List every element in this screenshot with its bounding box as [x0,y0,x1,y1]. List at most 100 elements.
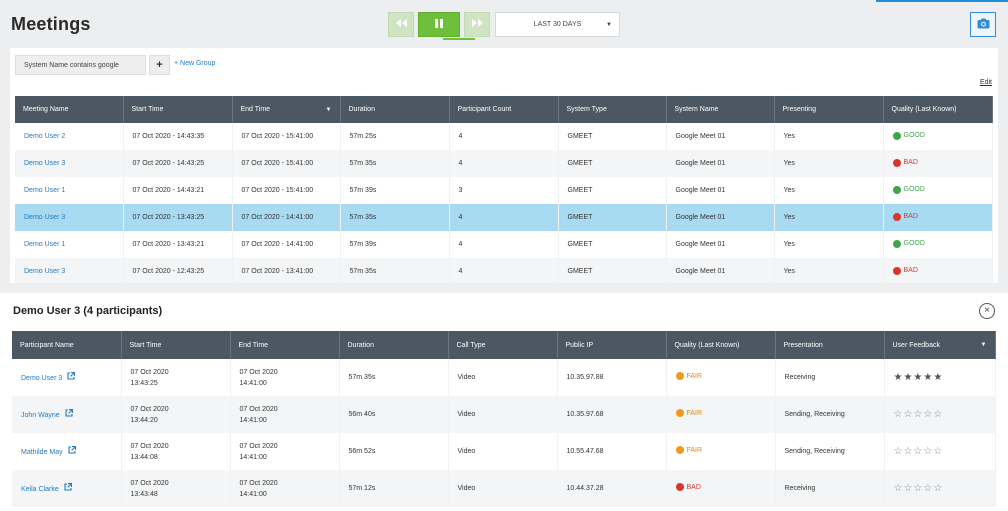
presentation-cell: Receiving [775,359,885,396]
col-system-type[interactable]: System Type [558,96,667,123]
col-p-quality[interactable]: Quality (Last Known) [666,331,776,359]
participant-count-cell: 4 [449,231,559,258]
start-time-cell: 07 Oct 2020 - 14:43:25 [123,150,233,177]
quality-badge: GOOD [892,239,925,248]
pause-button[interactable] [418,12,460,37]
meeting-name-cell[interactable]: Demo User 1 [15,231,124,258]
system-type-cell: GMEET [558,177,667,204]
table-row[interactable]: Demo User 3 07 Oct 2020 - 12:43:25 07 Oct … [15,258,993,283]
edit-link[interactable]: Edit [979,79,992,86]
meeting-name-link[interactable]: Demo User 2 [24,133,66,140]
page-title: Meetings [11,14,91,34]
duration-cell: 57m 35s [339,359,449,396]
sort-desc-icon: ▼ [980,342,987,348]
participant-name-cell[interactable]: John Wayne [12,396,122,433]
star-rating-icon: ★★★★★ [893,371,944,383]
col-p-end-time[interactable]: End Time [230,331,340,359]
col-participant-count[interactable]: Participant Count [449,96,559,123]
meeting-name-cell[interactable]: Demo User 1 [15,177,124,204]
participant-name-cell[interactable]: Demo User 3 [12,359,122,396]
call-type-cell: Video [448,359,558,396]
table-row[interactable]: Demo User 2 07 Oct 2020 - 14:43:35 07 Oct … [15,123,993,150]
col-start-time[interactable]: Start Time [123,96,233,123]
col-presentation[interactable]: Presentation [775,331,885,359]
new-group-link[interactable]: + New Group [174,60,216,67]
quality-label: BAD [903,159,918,166]
table-row[interactable]: John Wayne 07 Oct 2020 13:44:20 07 Oct 2020… [12,396,996,433]
add-filter-button[interactable]: + [149,55,170,75]
meeting-name-link[interactable]: Demo User 1 [24,187,66,194]
quality-cell: GOOD [883,177,993,204]
snapshot-button[interactable] [970,12,996,37]
duration-cell: 57m 12s [339,470,449,507]
col-call-type[interactable]: Call Type [448,331,558,359]
external-link-icon[interactable] [68,445,76,458]
col-system-name[interactable]: System Name [666,96,775,123]
close-button[interactable]: × [979,303,995,319]
table-row[interactable]: Mathilde May 07 Oct 2020 13:44:08 07 Oct 20… [12,433,996,470]
external-link-icon[interactable] [65,408,73,421]
external-link-icon[interactable] [67,371,76,384]
playback-controls [388,12,490,37]
col-meeting-name[interactable]: Meeting Name [15,96,124,123]
col-end-time[interactable]: End Time ▼ [232,96,341,123]
meeting-name-link[interactable]: Demo User 3 [24,214,66,221]
system-type-cell: GMEET [558,258,667,283]
duration-cell: 57m 39s [340,231,450,258]
meetings-header-row: Meeting Name Start Time End Time ▼ Durati… [15,96,993,123]
meeting-name-cell[interactable]: Demo User 3 [15,204,124,231]
table-row[interactable]: Demo User 1 07 Oct 2020 - 14:43:21 07 Oct … [15,177,993,204]
star-rating-icon: ☆☆☆☆☆ [893,445,944,457]
col-presenting[interactable]: Presenting [774,96,884,123]
quality-badge: BAD [892,212,918,221]
col-user-feedback-label: User Feedback [892,341,940,349]
participant-count-cell: 4 [449,123,559,150]
call-type-cell: Video [448,433,558,470]
col-public-ip[interactable]: Public IP [557,331,667,359]
table-row[interactable]: Keila Clarke 07 Oct 2020 13:43:48 07 Oct 20… [12,470,996,507]
duration-cell: 57m 35s [340,150,450,177]
participant-name-link[interactable]: John Wayne [21,411,60,419]
quality-label: BAD [903,267,918,274]
quality-badge: FAIR [675,445,702,456]
start-time-cell: 07 Oct 2020 13:43:25 [121,359,231,396]
quality-badge: BAD [892,266,918,275]
participant-name-cell[interactable]: Keila Clarke [12,470,122,507]
end-date: 07 Oct 2020 [239,442,278,450]
rewind-icon [395,19,407,30]
col-p-start-time[interactable]: Start Time [121,331,231,359]
end-date: 07 Oct 2020 [239,368,278,376]
end-time-cell: 07 Oct 2020 14:41:00 [230,396,340,433]
meeting-name-link[interactable]: Demo User 1 [24,241,66,248]
quality-label: GOOD [903,240,925,247]
table-row[interactable]: Demo User 3 07 Oct 2020 - 14:43:25 07 Oct … [15,150,993,177]
col-participant-name[interactable]: Participant Name [12,331,122,359]
system-type-cell: GMEET [558,150,667,177]
duration-cell: 56m 40s [339,396,449,433]
participant-name-link[interactable]: Mathilde May [21,448,63,456]
participant-name-link[interactable]: Demo User 3 [21,374,63,382]
col-quality[interactable]: Quality (Last Known) [883,96,993,123]
quality-label: BAD [903,213,918,220]
meeting-name-link[interactable]: Demo User 3 [24,268,66,275]
rewind-button[interactable] [388,12,414,37]
col-user-feedback[interactable]: User Feedback ▼ [884,331,996,359]
meeting-name-cell[interactable]: Demo User 2 [15,123,124,150]
date-range-select[interactable]: LAST 30 DAYS ▼ [495,12,620,37]
participant-name-cell[interactable]: Mathilde May [12,433,122,470]
table-row[interactable]: Demo User 3 07 Oct 2020 13:43:25 07 Oct 202… [12,359,996,396]
participant-name-link[interactable]: Keila Clarke [21,485,59,493]
filter-chip[interactable]: System Name contains google [15,55,146,75]
col-p-duration[interactable]: Duration [339,331,449,359]
meeting-name-cell[interactable]: Demo User 3 [15,258,124,283]
meeting-name-cell[interactable]: Demo User 3 [15,150,124,177]
quality-cell: FAIR [666,396,776,433]
meeting-name-link[interactable]: Demo User 3 [24,160,66,167]
fast-forward-button[interactable] [464,12,490,37]
start-date: 07 Oct 2020 [130,479,169,487]
table-row[interactable]: Demo User 1 07 Oct 2020 - 13:43:21 07 Oct … [15,231,993,258]
external-link-icon[interactable] [64,482,72,495]
table-row[interactable]: Demo User 3 07 Oct 2020 - 13:43:25 07 Oct … [15,204,993,231]
end-time-cell: 07 Oct 2020 - 15:41:00 [232,150,341,177]
col-duration[interactable]: Duration [340,96,450,123]
